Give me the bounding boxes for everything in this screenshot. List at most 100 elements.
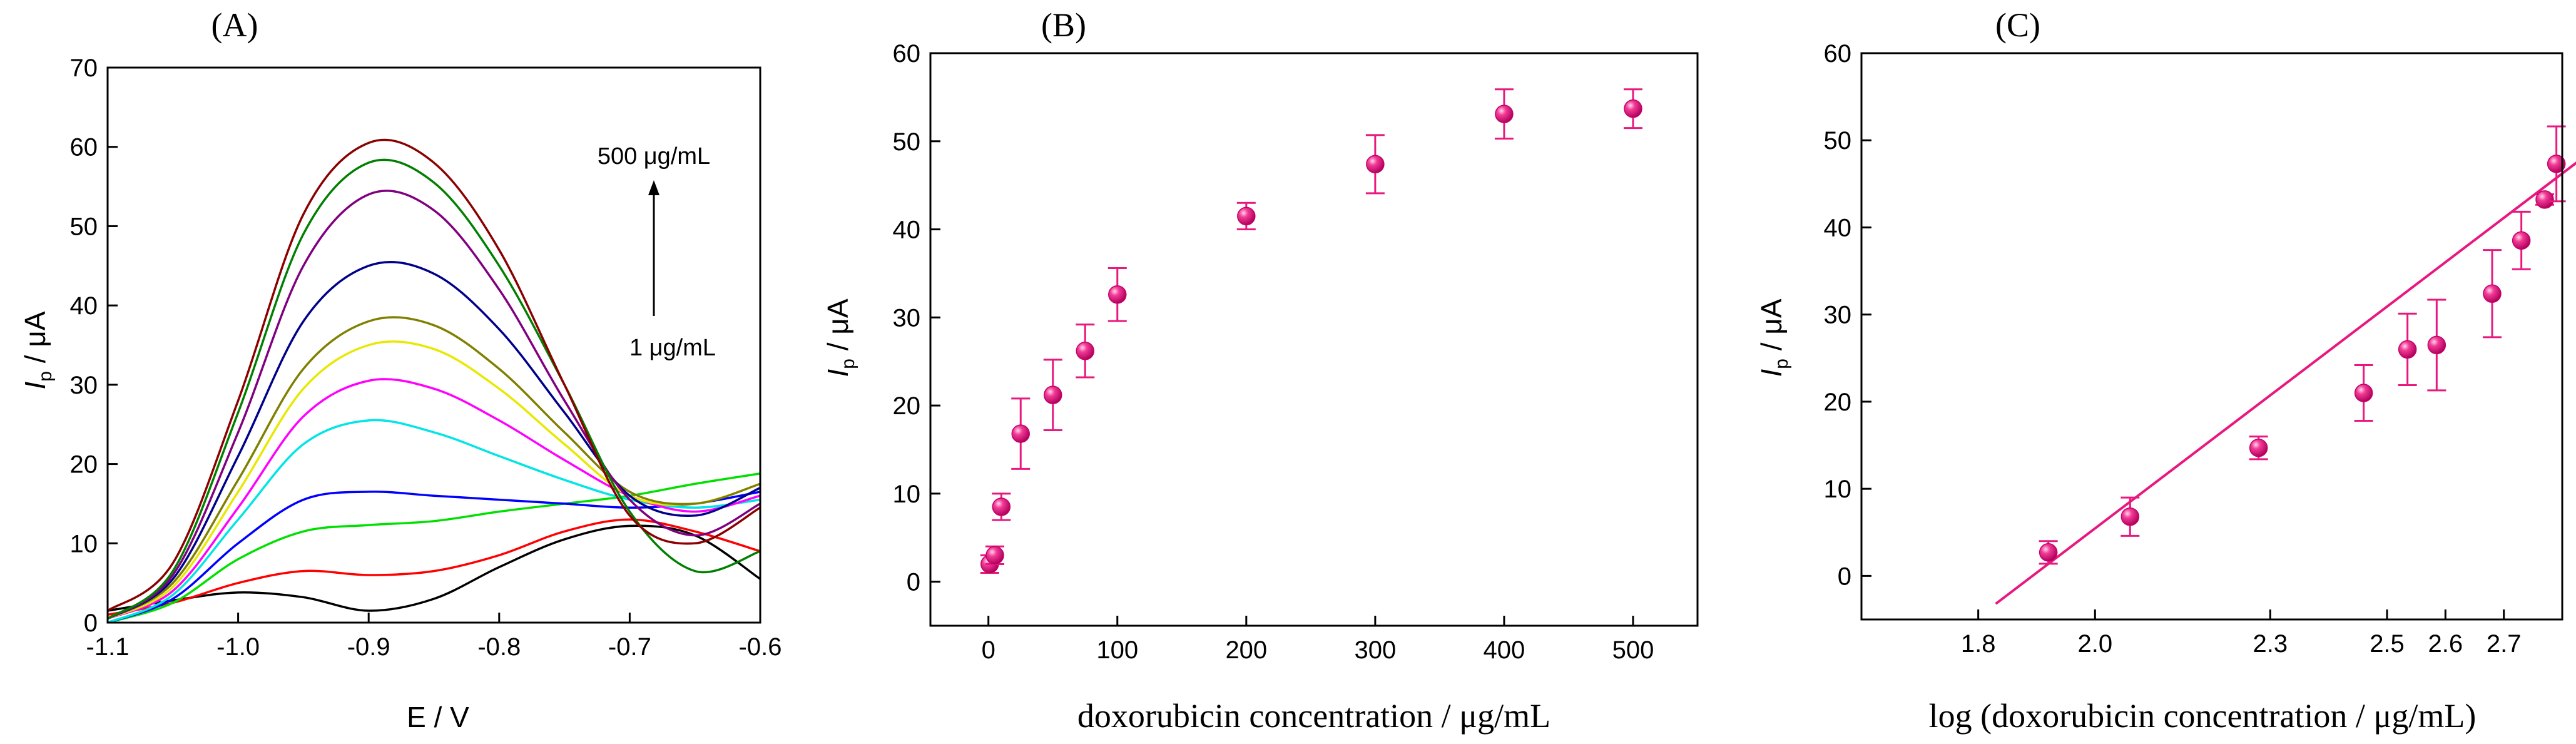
panel-c-y-tick-label: 40 xyxy=(1824,214,1852,242)
panel-a-y-axis-title-unit: / μA xyxy=(19,311,51,371)
panel-a-y-tick-label: 50 xyxy=(70,213,98,240)
data-point xyxy=(1237,206,1256,226)
panel-a-label: (A) xyxy=(211,6,258,44)
annotation-top: 500 μg/mL xyxy=(598,143,710,170)
panel-b-y-axis-title: Ip / μA xyxy=(822,298,858,377)
panel-b-x-tick-label: 200 xyxy=(1225,636,1267,664)
panel-c-x-tick-label: 1.8 xyxy=(1961,630,1996,658)
panel-a-x-tick-label: -1.1 xyxy=(86,633,130,661)
panel-c-y-tick-label: 50 xyxy=(1824,127,1852,155)
panel-c-x-axis: 1.8 2.0 2.3 2.5 2.6 2.7 xyxy=(1961,609,2522,658)
panel-a-y-tick-label: 10 xyxy=(70,530,98,558)
data-point xyxy=(1043,385,1062,404)
panel-b-y-axis: 0 10 20 30 40 50 60 xyxy=(893,40,940,596)
panel-b-y-axis-title-sub: p xyxy=(838,359,858,369)
data-point xyxy=(2483,284,2502,303)
panel-b-axes-frame xyxy=(929,52,1699,627)
concentration-arrow-head xyxy=(648,180,659,195)
linear-fit-line xyxy=(1995,161,2576,605)
panel-b-x-axis-title: doxorubicin concentration / μg/mL xyxy=(1077,697,1550,735)
panel-b-label: (B) xyxy=(1041,6,1086,44)
data-point xyxy=(2039,543,2058,562)
panel-a-x-tick-label: -0.9 xyxy=(347,633,390,661)
panel-c-x-tick-label: 2.6 xyxy=(2428,630,2463,658)
voltammogram-line-11 xyxy=(106,158,761,620)
panel-c-plot-area xyxy=(1995,125,2576,605)
data-point xyxy=(985,546,1004,565)
panel-a-y-tick-label: 20 xyxy=(70,451,98,479)
panel-a-axes-frame xyxy=(106,66,761,624)
data-point xyxy=(2249,438,2268,457)
panel-b-y-tick-label: 50 xyxy=(893,128,921,156)
data-point xyxy=(1366,155,1385,174)
data-point xyxy=(2354,384,2373,402)
panel-c-y-axis-title-sub: p xyxy=(1771,359,1792,369)
panel-c-y-axis-title: Ip / μA xyxy=(1755,298,1792,377)
panel-a-y-tick-label: 40 xyxy=(70,292,98,320)
voltammogram-line-1 xyxy=(107,524,761,612)
panel-a-x-axis: -1.1 -1.0 -0.9 -0.8 -0.7 -0.6 xyxy=(86,613,782,661)
data-point xyxy=(2535,190,2554,209)
panel-c-y-tick-label: 0 xyxy=(1838,563,1851,590)
panel-b: (B) 0 100 200 300 400 500 0 10 20 30 40 50 60 doxor… xyxy=(822,6,1699,735)
panel-a-y-axis-title-main: I xyxy=(19,382,51,390)
voltammogram-line-7 xyxy=(107,340,761,620)
annotation-bottom: 1 μg/mL xyxy=(629,335,716,361)
data-point xyxy=(1108,285,1127,304)
voltammogram-line-9 xyxy=(107,260,761,620)
panel-c-y-tick-label: 30 xyxy=(1824,302,1852,329)
panel-b-y-tick-label: 10 xyxy=(893,481,921,508)
panel-b-x-tick-label: 400 xyxy=(1484,636,1525,664)
data-point xyxy=(1495,104,1514,123)
data-point xyxy=(1011,424,1030,443)
data-point xyxy=(2512,231,2531,250)
panel-c-y-tick-label: 60 xyxy=(1824,40,1852,68)
panel-c-axes-frame xyxy=(1860,52,2563,621)
panel-c-y-axis: 0 10 20 30 40 50 60 xyxy=(1824,40,1871,590)
panel-b-y-tick-label: 60 xyxy=(893,40,921,68)
panel-b-y-tick-label: 20 xyxy=(893,392,921,420)
voltammogram-line-2 xyxy=(107,518,761,616)
data-point xyxy=(1076,342,1095,360)
panel-a-y-axis-title-sub: p xyxy=(35,371,56,382)
panel-a-y-tick-label: 70 xyxy=(70,54,98,82)
panel-a-y-tick-label: 60 xyxy=(70,134,98,161)
panel-b-y-axis-title-unit: / μA xyxy=(822,298,854,359)
panel-c-x-tick-label: 2.5 xyxy=(2370,630,2405,658)
panel-b-y-tick-label: 30 xyxy=(893,304,921,332)
panel-c: (C) 1.8 2.0 2.3 2.5 2.6 2.7 0 10 20 30 40 50 60 log… xyxy=(1755,6,2576,735)
panel-a-y-tick-label: 30 xyxy=(70,372,98,399)
panel-b-x-tick-label: 300 xyxy=(1354,636,1396,664)
panel-c-x-tick-label: 2.0 xyxy=(2078,630,2113,658)
panel-a-x-tick-label: -1.0 xyxy=(216,633,260,661)
panel-b-x-tick-label: 100 xyxy=(1096,636,1138,664)
voltammogram-line-12 xyxy=(106,138,761,612)
data-point xyxy=(2398,340,2417,359)
panel-c-label: (C) xyxy=(1995,6,2040,44)
panel-b-x-tick-label: 500 xyxy=(1612,636,1654,664)
data-point xyxy=(2120,507,2140,526)
panel-c-x-axis-title: log (doxorubicin concentration / μg/mL) xyxy=(1929,697,2477,735)
panel-a-x-axis-title: E / V xyxy=(407,701,469,733)
panel-c-x-tick-label: 2.3 xyxy=(2253,630,2288,658)
data-point xyxy=(2427,335,2446,355)
voltammogram-line-3 xyxy=(107,472,761,624)
panel-a-y-tick-label: 0 xyxy=(84,609,98,637)
panel-c-y-axis-title-main: I xyxy=(1755,369,1788,377)
panel-a-x-tick-label: -0.6 xyxy=(739,633,782,661)
panel-b-y-tick-label: 40 xyxy=(893,217,921,244)
data-point xyxy=(992,497,1011,516)
data-point xyxy=(1624,99,1642,118)
panel-c-y-axis-title-unit: / μA xyxy=(1755,298,1788,359)
voltammogram-line-10 xyxy=(107,190,761,620)
panel-c-y-tick-label: 10 xyxy=(1824,476,1852,503)
panel-a-plot-area xyxy=(106,138,761,624)
panel-b-x-axis: 0 100 200 300 400 500 xyxy=(982,616,1654,664)
panel-a: (A) -1.1 -1.0 -0.9 -0.8 -0.7 -0.6 0 10 20 30 40 50… xyxy=(19,6,781,733)
panel-c-x-tick-label: 2.7 xyxy=(2487,630,2522,658)
data-point xyxy=(2547,155,2566,173)
panel-a-x-tick-label: -0.8 xyxy=(477,633,521,661)
panel-b-y-tick-label: 0 xyxy=(907,569,920,596)
voltammogram-line-8 xyxy=(107,316,761,620)
